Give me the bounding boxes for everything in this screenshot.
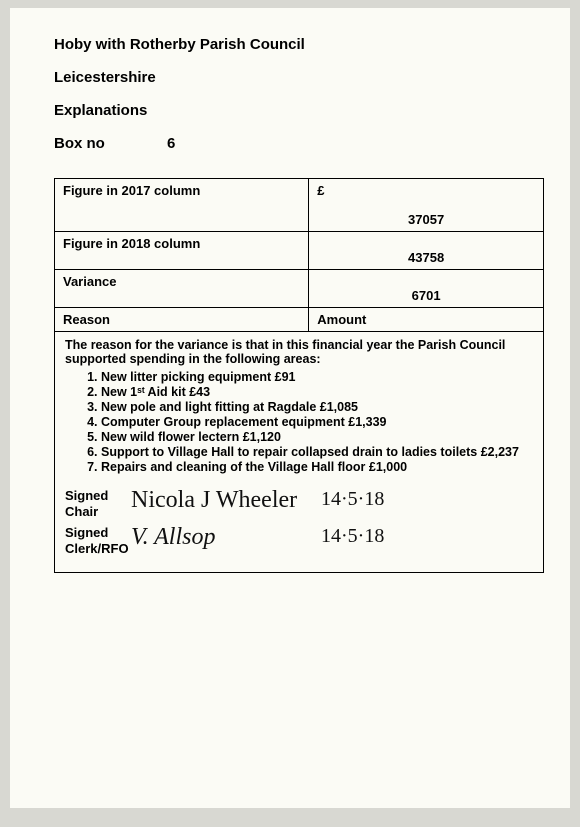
row-2017-value: 37057 [317, 198, 535, 227]
section-title: Explanations [54, 102, 550, 119]
chair-date: 14·5·18 [321, 488, 384, 511]
reason-intro: The reason for the variance is that in t… [65, 338, 533, 366]
document-page: Hoby with Rotherby Parish Council Leices… [10, 8, 570, 808]
chair-signature: Nicola J Wheeler [131, 488, 311, 512]
row-2018-label: Figure in 2018 column [55, 232, 309, 270]
row-2017-value-cell: £ 37057 [309, 179, 544, 232]
reason-box: The reason for the variance is that in t… [54, 332, 544, 573]
region: Leicestershire [54, 69, 550, 86]
box-no-label: Box no [54, 135, 105, 152]
row-2017-label: Figure in 2017 column [55, 179, 309, 232]
reason-item-5: New wild flower lectern £1,120 [101, 430, 533, 444]
clerk-date: 14·5·18 [321, 525, 384, 548]
reason-item-6: Support to Village Hall to repair collap… [101, 445, 533, 459]
row-2018-value-cell: 43758 [309, 232, 544, 270]
reason-item-2: New 1ˢᵗ Aid kit £43 [101, 385, 533, 399]
row-2018-value: 43758 [317, 236, 535, 265]
reason-item-1: New litter picking equipment £91 [101, 370, 533, 384]
amount-header: Amount [309, 308, 544, 332]
currency-symbol: £ [317, 183, 324, 198]
reason-header: Reason [55, 308, 309, 332]
figures-table: Figure in 2017 column £ 37057 Figure in … [54, 178, 544, 332]
clerk-signature-row: SignedClerk/RFO V. Allsop 14·5·18 [65, 525, 533, 556]
clerk-signature: V. Allsop [131, 525, 311, 549]
chair-signature-row: SignedChair Nicola J Wheeler 14·5·18 [65, 488, 533, 519]
chair-label: SignedChair [65, 488, 131, 519]
reason-item-4: Computer Group replacement equipment £1,… [101, 415, 533, 429]
box-no-value: 6 [167, 135, 175, 152]
reason-item-3: New pole and light fitting at Ragdale £1… [101, 400, 533, 414]
row-variance-label: Variance [55, 270, 309, 308]
row-variance-value: 6701 [317, 274, 535, 303]
reason-list: New litter picking equipment £91 New 1ˢᵗ… [65, 370, 533, 474]
clerk-label: SignedClerk/RFO [65, 525, 131, 556]
box-no-row: Box no 6 [54, 135, 550, 152]
reason-item-7: Repairs and cleaning of the Village Hall… [101, 460, 533, 474]
signature-block: SignedChair Nicola J Wheeler 14·5·18 Sig… [65, 488, 533, 556]
org-title: Hoby with Rotherby Parish Council [54, 36, 550, 53]
row-variance-value-cell: 6701 [309, 270, 544, 308]
